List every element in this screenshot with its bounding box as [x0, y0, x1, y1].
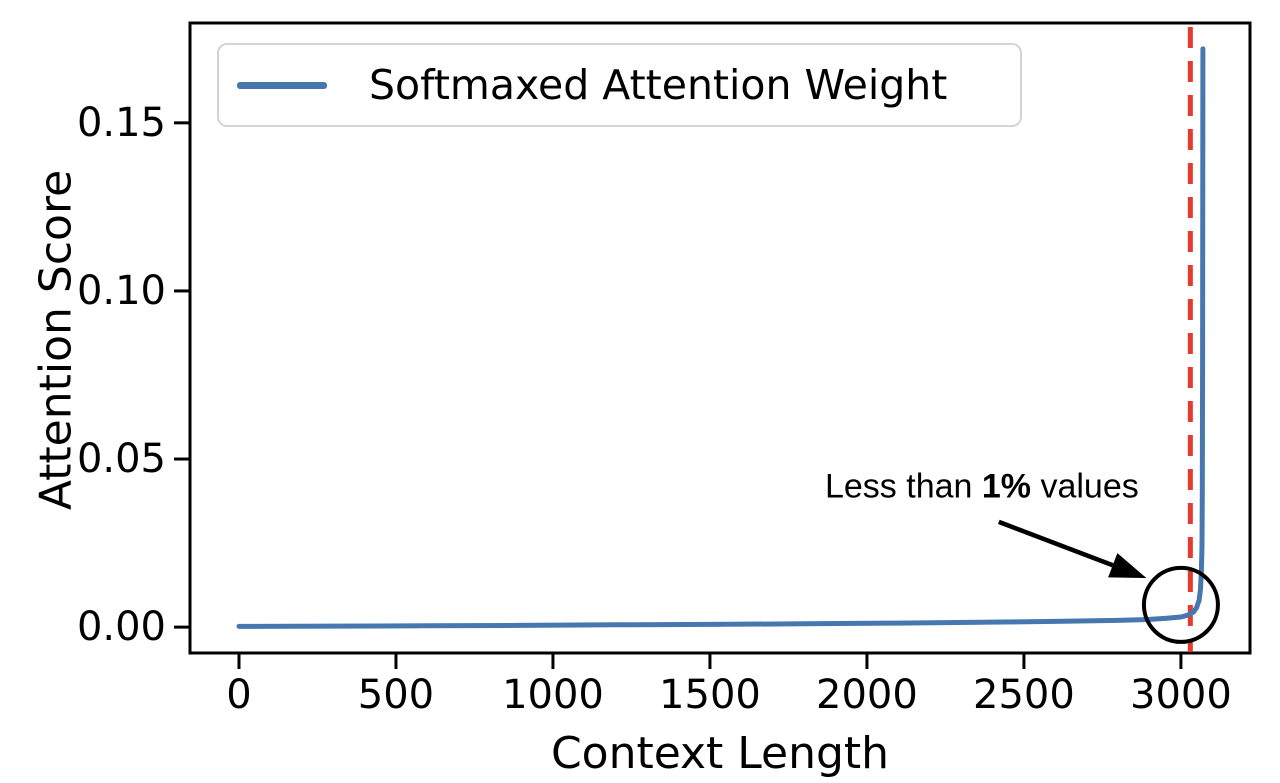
- annotation-text-suffix: values: [1031, 467, 1139, 506]
- y-tick-label: 0.05: [77, 436, 166, 482]
- annotation-text-bold: 1%: [981, 467, 1032, 506]
- y-axis-label: Attention Score: [30, 169, 82, 511]
- y-tick-label: 0.15: [77, 100, 166, 146]
- annotation-circle: [1141, 565, 1220, 644]
- legend-label: Softmaxed Attention Weight: [369, 61, 948, 109]
- legend: Softmaxed Attention Weight: [217, 43, 1022, 127]
- annotation-arrow-head: [1108, 553, 1147, 579]
- x-tick-label: 0: [226, 672, 251, 718]
- x-tick-label: 500: [358, 672, 434, 718]
- y-tick-label: 0.10: [77, 268, 166, 314]
- y-tick-label: 0.00: [77, 604, 166, 650]
- x-tick-label: 1500: [659, 672, 761, 718]
- annotation-arrow-shaft: [998, 519, 1114, 568]
- axes-frame: [188, 21, 1252, 655]
- x-tick-label: 2000: [816, 672, 918, 718]
- x-axis-label: Context Length: [550, 728, 890, 779]
- x-tick-label: 2500: [973, 672, 1075, 718]
- x-tick-label: 1000: [502, 672, 604, 718]
- legend-line-sample: [237, 81, 327, 89]
- annotation-text-prefix: Less than: [824, 467, 982, 506]
- attention-weight-line: [236, 46, 1206, 629]
- x-tick-label: 3000: [1130, 672, 1232, 718]
- annotation-text: Less than 1% values: [825, 467, 1139, 506]
